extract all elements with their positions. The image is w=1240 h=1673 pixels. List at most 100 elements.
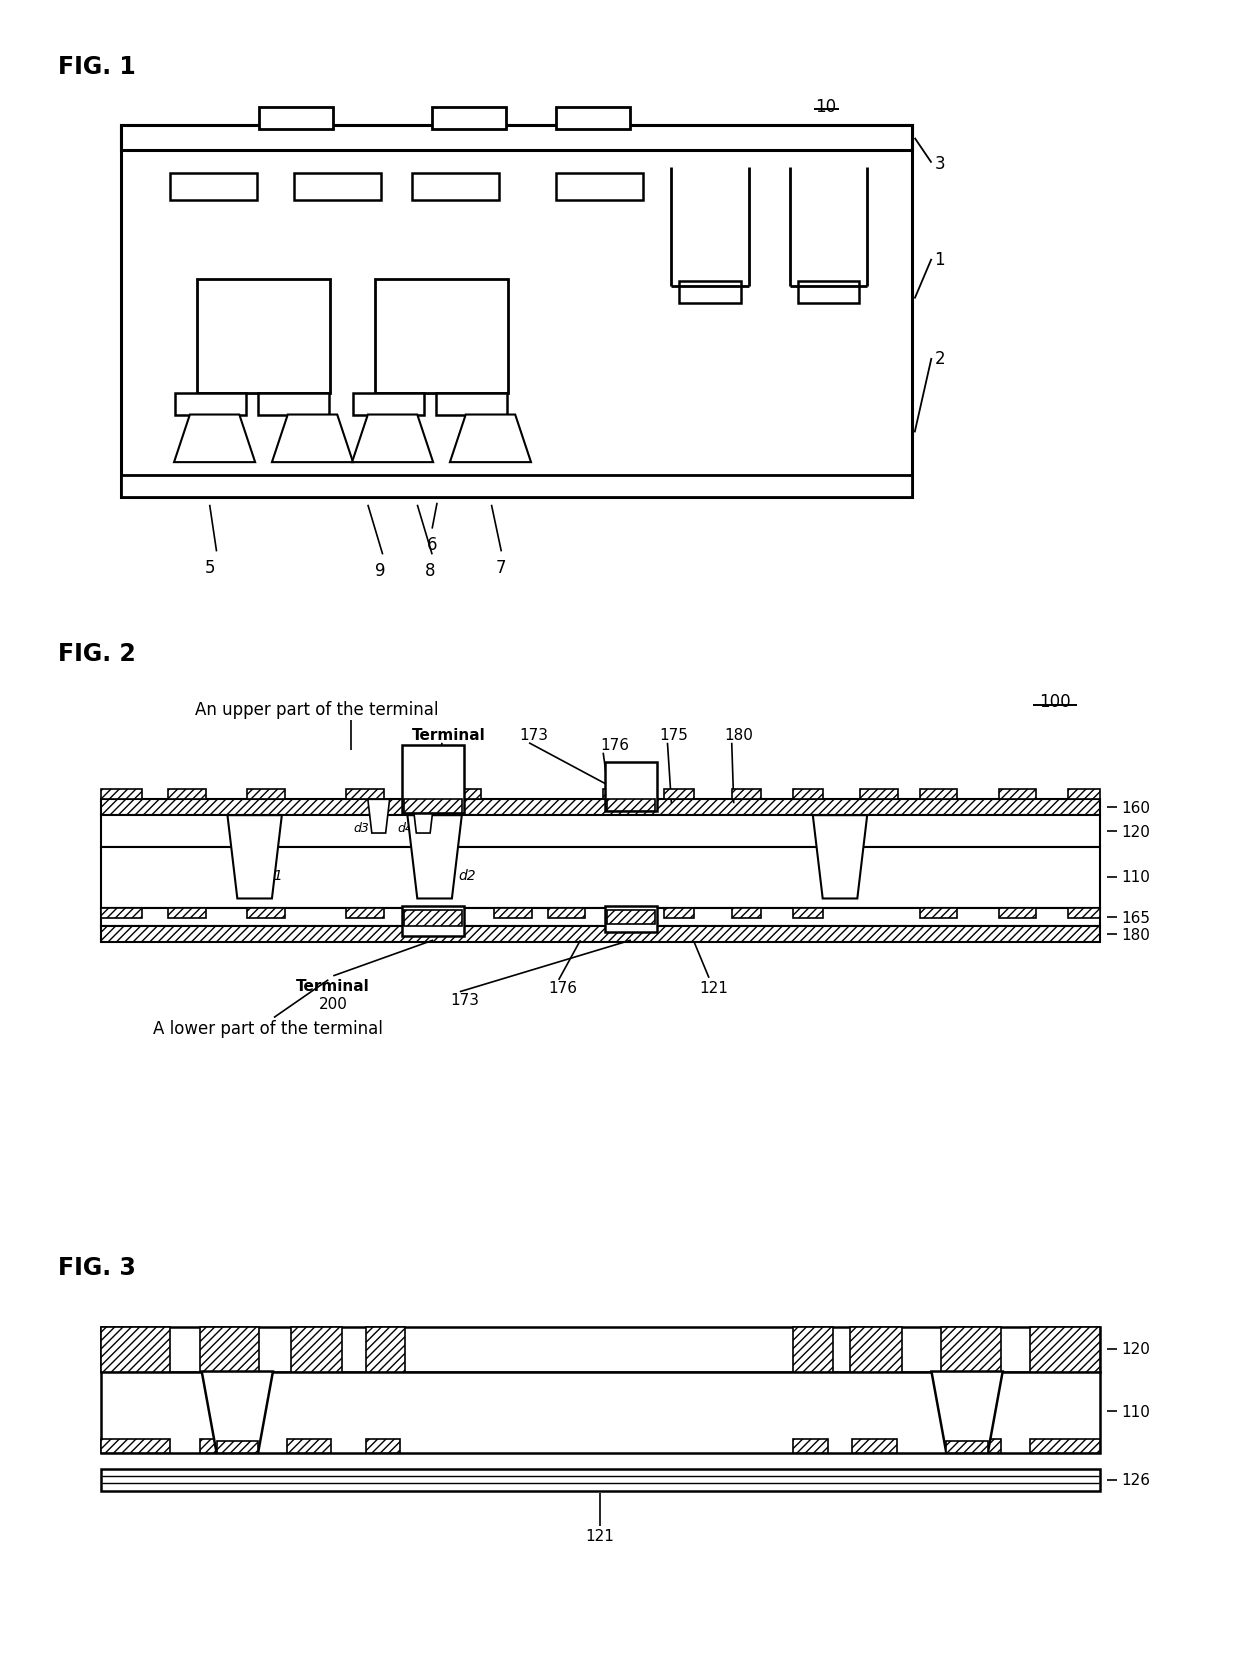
- Bar: [100, 1439, 170, 1452]
- Bar: [100, 1372, 1100, 1452]
- Bar: [851, 1327, 901, 1372]
- Bar: [286, 1439, 331, 1452]
- Text: 9: 9: [376, 562, 386, 581]
- Polygon shape: [272, 415, 353, 463]
- Bar: [120, 475, 911, 497]
- Polygon shape: [931, 1372, 1003, 1452]
- Bar: [100, 790, 143, 800]
- Bar: [404, 910, 461, 927]
- Polygon shape: [174, 415, 255, 463]
- Text: 176: 176: [600, 738, 629, 753]
- Text: 173: 173: [520, 728, 548, 743]
- Text: A lower part of the terminal: A lower part of the terminal: [154, 1021, 383, 1037]
- Text: d1: d1: [265, 868, 283, 882]
- Text: FIG. 3: FIG. 3: [58, 1256, 136, 1280]
- Text: 110: 110: [1121, 870, 1151, 885]
- Text: 165: 165: [1121, 910, 1151, 925]
- Bar: [732, 790, 761, 800]
- Bar: [732, 908, 761, 918]
- Bar: [436, 393, 507, 415]
- Bar: [461, 790, 481, 800]
- Text: 1: 1: [935, 251, 945, 269]
- Bar: [170, 174, 257, 201]
- Bar: [346, 790, 383, 800]
- Text: An upper part of the terminal: An upper part of the terminal: [195, 701, 438, 719]
- Bar: [100, 908, 1100, 927]
- Text: 2: 2: [935, 350, 945, 368]
- Bar: [680, 281, 740, 304]
- Bar: [120, 125, 911, 497]
- Bar: [1068, 908, 1100, 918]
- Bar: [998, 790, 1037, 800]
- Bar: [665, 908, 694, 918]
- Bar: [548, 908, 585, 918]
- Bar: [413, 174, 500, 201]
- Bar: [920, 790, 957, 800]
- Bar: [247, 908, 285, 918]
- Bar: [100, 927, 1100, 942]
- Text: Terminal: Terminal: [413, 728, 486, 743]
- Bar: [946, 1440, 988, 1452]
- Text: 5: 5: [205, 559, 215, 577]
- Bar: [247, 790, 285, 800]
- Bar: [1030, 1327, 1100, 1372]
- Text: 120: 120: [1121, 1342, 1151, 1357]
- Bar: [556, 174, 642, 201]
- Bar: [294, 174, 381, 201]
- Text: FIG. 1: FIG. 1: [58, 55, 136, 79]
- Polygon shape: [413, 800, 434, 833]
- Bar: [861, 790, 898, 800]
- Bar: [100, 908, 143, 918]
- Bar: [100, 800, 1100, 816]
- Bar: [290, 1327, 342, 1372]
- Bar: [374, 279, 508, 393]
- Text: 121: 121: [699, 980, 728, 995]
- Bar: [353, 393, 424, 415]
- Bar: [608, 910, 655, 925]
- Polygon shape: [408, 816, 461, 898]
- Text: d4: d4: [398, 821, 413, 835]
- Text: 6: 6: [427, 535, 438, 554]
- Bar: [946, 1439, 1001, 1452]
- Text: d2: d2: [458, 868, 476, 882]
- Text: 3: 3: [935, 154, 945, 172]
- Text: FIG. 2: FIG. 2: [58, 641, 136, 666]
- Bar: [495, 908, 532, 918]
- Bar: [941, 1327, 1001, 1372]
- Bar: [200, 1439, 254, 1452]
- Text: 8: 8: [425, 562, 435, 581]
- Bar: [197, 279, 330, 393]
- Bar: [415, 790, 435, 800]
- Text: 7: 7: [496, 559, 507, 577]
- Polygon shape: [450, 415, 531, 463]
- Bar: [259, 109, 334, 130]
- Bar: [366, 1327, 405, 1372]
- Bar: [608, 800, 655, 811]
- Bar: [605, 763, 657, 811]
- Polygon shape: [352, 415, 433, 463]
- Bar: [794, 790, 822, 800]
- Text: 126: 126: [1121, 1472, 1151, 1487]
- Bar: [169, 790, 206, 800]
- Bar: [920, 908, 957, 918]
- Text: Terminal: Terminal: [296, 979, 370, 994]
- Text: 175: 175: [660, 728, 688, 743]
- Bar: [556, 109, 630, 130]
- Bar: [346, 908, 383, 918]
- Text: 10: 10: [815, 99, 836, 115]
- Bar: [217, 1440, 258, 1452]
- Bar: [120, 125, 911, 151]
- Text: d3: d3: [353, 821, 368, 835]
- Bar: [665, 790, 694, 800]
- Bar: [100, 816, 1100, 848]
- Bar: [794, 1327, 832, 1372]
- Text: 100: 100: [1039, 693, 1071, 711]
- Text: 180: 180: [1121, 927, 1151, 942]
- Bar: [799, 281, 859, 304]
- Text: 160: 160: [1121, 800, 1151, 815]
- Text: 180: 180: [724, 728, 753, 743]
- Polygon shape: [202, 1372, 273, 1452]
- Bar: [100, 1327, 170, 1372]
- Bar: [100, 1327, 1100, 1372]
- Polygon shape: [227, 816, 281, 898]
